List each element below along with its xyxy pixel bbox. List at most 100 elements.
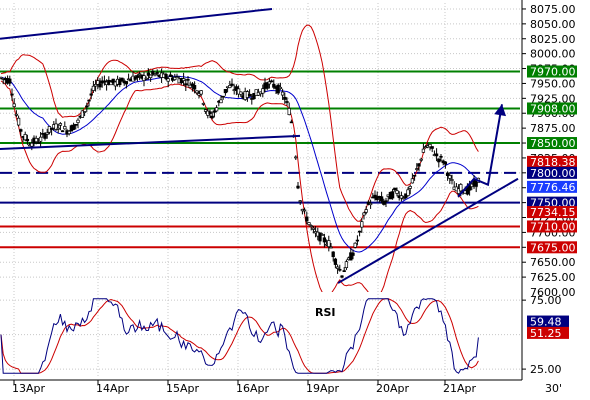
- candle-body: [82, 111, 87, 113]
- candle-body: [71, 124, 76, 130]
- y-tick-label-partial: 7600.00: [530, 286, 576, 299]
- candle-body: [351, 252, 355, 256]
- candle-body: [23, 134, 27, 141]
- candle-body: [342, 270, 346, 273]
- candle-body: [415, 168, 419, 170]
- candle-body: [228, 85, 232, 89]
- candle-body: [146, 72, 151, 76]
- trendline: [0, 7, 273, 40]
- candle-body: [58, 123, 63, 126]
- candle-body: [247, 93, 252, 97]
- candle-body: [16, 117, 21, 126]
- candle-body: [335, 266, 340, 269]
- candle-body: [45, 132, 49, 135]
- candle-body: [93, 84, 98, 87]
- candle-body: [393, 187, 397, 191]
- candle-body: [109, 81, 113, 86]
- candle-body: [67, 130, 71, 135]
- bollinger-upper-line: [0, 24, 479, 222]
- candle-body: [102, 80, 107, 83]
- candle-body: [362, 212, 366, 216]
- rsi-tick-label: 25.00: [530, 363, 562, 376]
- candle-body: [338, 268, 342, 271]
- candle-body: [10, 93, 14, 96]
- candle-body: [285, 101, 289, 103]
- candle-body: [445, 172, 450, 177]
- y-tick-label: 7650.00: [530, 256, 576, 269]
- candle-body: [364, 209, 368, 213]
- candle-body: [443, 161, 448, 165]
- rsi-value-box: [527, 326, 569, 339]
- candle-body: [412, 174, 417, 177]
- candle-body: [269, 80, 274, 83]
- candle-body: [419, 158, 423, 161]
- candle-body: [153, 73, 157, 76]
- y-tick-label: 8075.00: [530, 3, 576, 16]
- candle-body: [203, 109, 208, 112]
- candle-body: [219, 99, 223, 104]
- rsi-tick-label: 75.00: [530, 294, 562, 307]
- price-grid: [0, 3, 520, 376]
- candle-body: [278, 86, 283, 89]
- level-label: 7970.00: [530, 66, 576, 79]
- x-tick-label: 20Apr: [376, 382, 410, 395]
- candle-body: [184, 83, 188, 86]
- candle-body: [60, 130, 65, 133]
- candle-body: [199, 90, 203, 95]
- x-tick-label: 30': [545, 382, 562, 395]
- candle-body: [410, 178, 415, 184]
- moving-average-line: [0, 75, 479, 253]
- candle-body: [353, 242, 357, 248]
- candle-body: [137, 73, 142, 76]
- candle-body: [89, 93, 93, 96]
- candle-body: [439, 155, 443, 158]
- candle-body: [428, 143, 432, 148]
- candle-body: [357, 230, 362, 233]
- y-tick-label: 7925.00: [530, 92, 576, 105]
- candle-body: [133, 76, 137, 80]
- candle-body: [230, 83, 234, 86]
- projection-arrowhead: [494, 104, 507, 117]
- candle-body: [144, 78, 148, 80]
- candle-body: [421, 148, 426, 153]
- candle-body: [76, 119, 80, 123]
- x-tick-label: 14Apr: [96, 382, 130, 395]
- candle-body: [96, 80, 100, 85]
- candle-body: [322, 237, 327, 243]
- level-label: 7710.00: [530, 220, 576, 233]
- candle-body: [63, 126, 67, 130]
- trendline: [0, 134, 301, 150]
- candle-body: [309, 225, 313, 227]
- candle-body: [283, 96, 287, 100]
- candle-body: [401, 197, 406, 200]
- candle-body: [98, 83, 102, 88]
- candle-body: [296, 185, 300, 189]
- candle-body: [355, 239, 360, 242]
- level-label-box: [527, 137, 577, 150]
- candle-body: [181, 78, 186, 81]
- axes: RSI7625.007650.007675.007700.007725.0077…: [0, 0, 577, 395]
- candle-body: [135, 75, 140, 78]
- candle-body: [0, 76, 3, 79]
- candle-body: [49, 127, 54, 130]
- candle-body: [148, 74, 153, 79]
- candle-body: [320, 234, 324, 236]
- candle-body: [408, 185, 412, 189]
- candle-body: [236, 88, 241, 95]
- candle-body: [311, 227, 316, 230]
- candle-body: [201, 102, 206, 105]
- level-label-box: [527, 206, 577, 219]
- candle-body: [208, 111, 212, 114]
- candle-body: [8, 78, 12, 84]
- x-tick-label: 21Apr: [443, 382, 477, 395]
- candle-body: [120, 77, 124, 82]
- rsi-panel: [0, 298, 479, 374]
- candle-body: [118, 78, 122, 86]
- trendline: [337, 177, 519, 284]
- candle-body: [14, 113, 19, 116]
- candle-body: [261, 88, 265, 94]
- projection-path: [457, 104, 503, 198]
- candle-body: [186, 78, 190, 81]
- candle-body: [265, 82, 269, 89]
- candle-body: [272, 83, 276, 88]
